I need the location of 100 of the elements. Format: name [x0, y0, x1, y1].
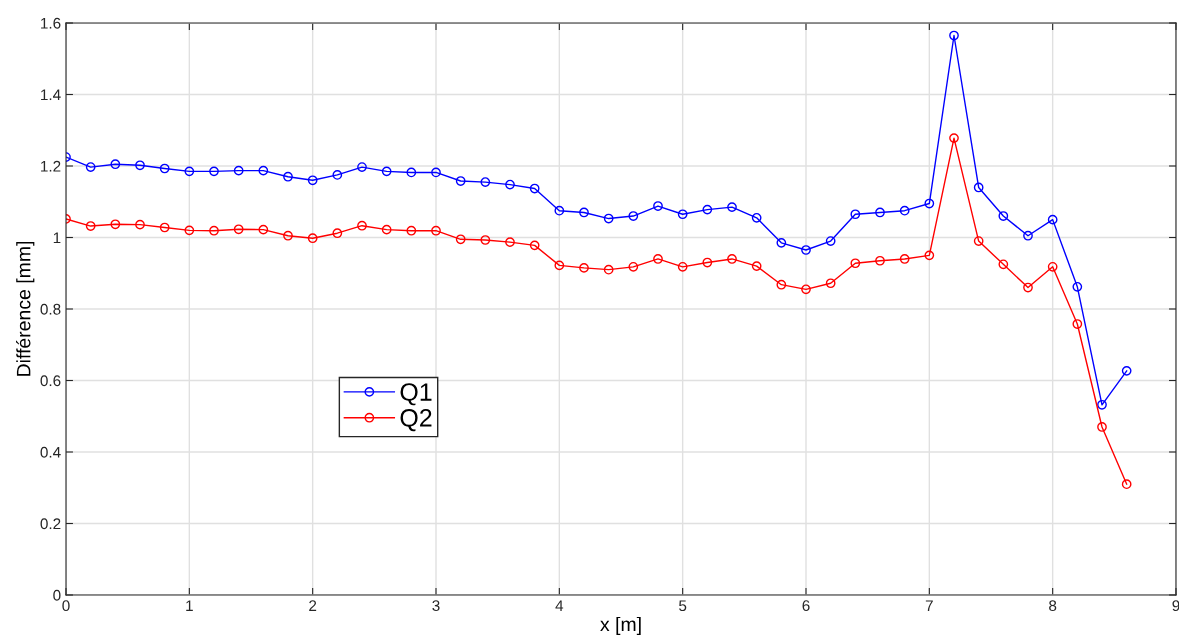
point — [505, 179, 515, 190]
point — [653, 254, 663, 264]
x-tick-label: 2 — [309, 600, 317, 611]
legend-label: Q1 — [400, 383, 432, 406]
point — [973, 236, 984, 246]
point — [406, 167, 417, 178]
point — [357, 220, 367, 231]
point — [307, 233, 318, 244]
point — [209, 225, 219, 236]
y-axis-title: Différence [mm] — [15, 241, 35, 376]
x-tick-label: 9 — [1172, 600, 1179, 612]
point — [135, 160, 145, 171]
point — [332, 228, 343, 239]
point — [998, 211, 1009, 221]
point — [875, 255, 885, 266]
point — [702, 204, 713, 215]
point — [1023, 282, 1033, 293]
point — [1023, 230, 1033, 241]
point — [431, 167, 441, 178]
point — [381, 224, 392, 235]
point — [307, 175, 318, 186]
point — [1047, 261, 1058, 272]
point — [159, 163, 170, 174]
point — [357, 162, 367, 172]
point — [529, 183, 540, 194]
point — [209, 166, 219, 177]
x-tick-label: 8 — [1049, 600, 1057, 612]
point — [825, 236, 836, 246]
point — [850, 258, 861, 269]
point — [455, 234, 466, 245]
x-tick-label: 5 — [679, 600, 687, 612]
point — [949, 133, 959, 143]
point — [455, 176, 466, 186]
x-tick-label: 0 — [62, 600, 70, 612]
point — [579, 207, 589, 218]
point — [480, 177, 491, 187]
point — [233, 165, 244, 176]
point — [825, 278, 836, 289]
point — [258, 165, 269, 176]
point — [480, 235, 491, 245]
point — [110, 219, 121, 230]
point — [949, 30, 959, 41]
point — [85, 221, 96, 231]
point — [776, 238, 787, 248]
point — [258, 224, 269, 235]
point — [973, 182, 984, 193]
point — [875, 207, 885, 218]
point — [850, 209, 861, 220]
y-tick-label: 0 — [53, 589, 61, 601]
y-tick-label: 0.2 — [40, 518, 61, 530]
y-tick-label: 1.2 — [41, 160, 61, 172]
point — [406, 225, 417, 236]
point — [1097, 422, 1107, 432]
point — [677, 209, 688, 220]
point — [1097, 399, 1107, 410]
point — [653, 201, 663, 211]
point — [751, 261, 762, 271]
point — [628, 211, 639, 221]
point — [332, 170, 343, 180]
point — [924, 250, 935, 261]
point — [751, 212, 762, 223]
point — [135, 219, 145, 230]
point — [554, 205, 565, 216]
point — [727, 254, 737, 264]
point — [431, 225, 441, 236]
point — [1072, 281, 1083, 292]
point — [110, 159, 121, 170]
legend-label: Q2 — [400, 409, 432, 432]
x-tick-label: 3 — [432, 600, 440, 612]
point — [702, 257, 713, 268]
point — [801, 284, 811, 295]
point — [899, 254, 910, 264]
y-tick-label: 0.6 — [40, 375, 61, 387]
point — [899, 205, 910, 216]
x-tick-label: 4 — [555, 600, 564, 611]
y-tick-label: 0.4 — [40, 446, 61, 458]
point — [283, 171, 293, 182]
x-tick-label: 6 — [802, 600, 810, 612]
point — [233, 224, 244, 235]
x-tick-label: 1 — [186, 600, 193, 611]
point — [529, 240, 540, 251]
point — [579, 263, 589, 273]
x-axis-title: x [m] — [600, 616, 641, 636]
point — [283, 230, 293, 241]
point — [677, 261, 688, 272]
y-tick-label: 1.6 — [41, 17, 61, 29]
point — [1121, 365, 1132, 376]
y-tick-label: 1 — [53, 232, 61, 244]
y-tick-label: 0.8 — [40, 303, 61, 315]
point — [727, 202, 737, 212]
point — [603, 264, 614, 275]
point — [776, 279, 787, 290]
point — [1121, 479, 1132, 490]
point — [159, 222, 170, 233]
point — [603, 213, 614, 224]
point — [184, 225, 195, 236]
x-tick-label: 7 — [925, 600, 933, 611]
point — [801, 245, 811, 255]
point — [628, 261, 639, 272]
point — [924, 198, 935, 209]
